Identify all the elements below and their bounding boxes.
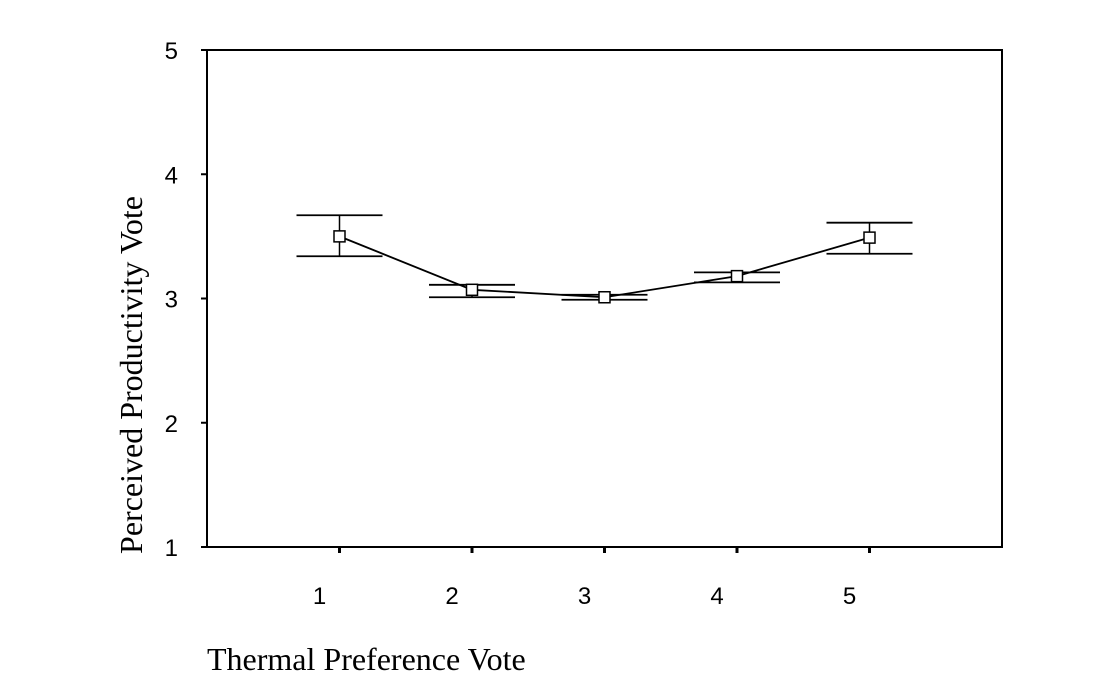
y-tick-label: 3: [165, 287, 178, 314]
y-tick-label: 2: [165, 411, 178, 438]
data-markers: [333, 230, 876, 304]
x-tick-label: 4: [710, 583, 723, 610]
error-bars: [296, 214, 913, 301]
x-tick-label: 5: [843, 583, 856, 610]
data-point: [863, 231, 876, 244]
data-point: [465, 283, 479, 297]
x-axis-title: Thermal Preference Vote: [207, 641, 526, 677]
x-tick-label: 2: [445, 583, 458, 610]
data-point: [333, 230, 346, 243]
x-axis-ticks: 1 2 3 4 5: [313, 547, 871, 610]
y-tick-label: 1: [165, 535, 178, 562]
data-point: [598, 291, 611, 304]
y-axis-title: Perceived Productivity Vote: [113, 196, 149, 554]
data-point: [730, 269, 744, 283]
y-tick-label: 4: [165, 162, 178, 189]
y-tick-label: 5: [165, 38, 178, 65]
series-line: [339, 235, 870, 299]
x-tick-label: 3: [578, 583, 591, 610]
x-tick-label: 1: [313, 583, 326, 610]
y-axis-ticks: 1 2 3 4 5: [165, 38, 207, 562]
